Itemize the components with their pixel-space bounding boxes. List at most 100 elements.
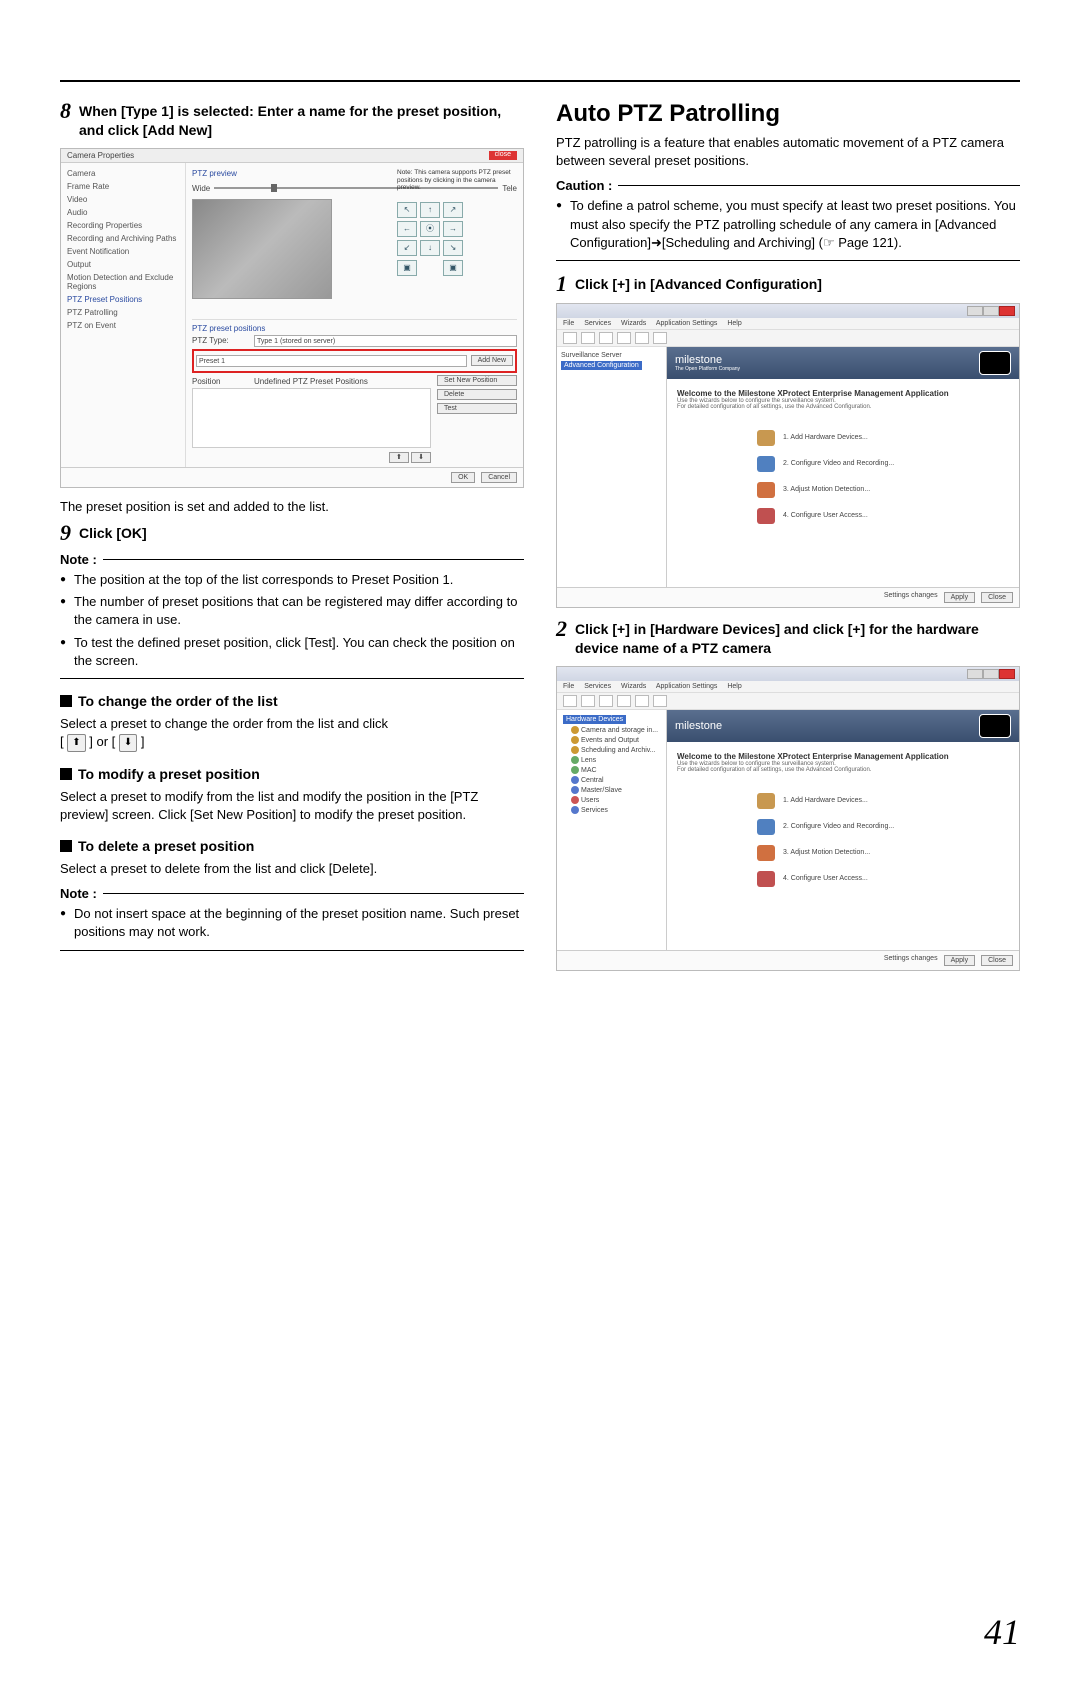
minimize-icon (967, 306, 983, 316)
wizard-action: 3. Adjust Motion Detection... (757, 845, 1009, 861)
ptz-up-left-icon: ↖ (397, 202, 417, 218)
footer-label: Settings changes (884, 592, 938, 603)
right-column: Auto PTZ Patrolling PTZ patrolling is a … (556, 100, 1020, 1653)
close-button: Close (981, 592, 1013, 603)
ptz-right-icon: → (443, 221, 463, 237)
note2-list: Do not insert space at the beginning of … (60, 905, 524, 941)
delete-button: Delete (437, 389, 517, 400)
toolbar-icon (653, 332, 667, 344)
configure-video-icon (757, 456, 775, 472)
tree-item: Events and Output (561, 735, 662, 745)
divider (556, 260, 1020, 261)
window-controls (967, 306, 1015, 316)
modify-preset-text: Select a preset to modify from the list … (60, 788, 524, 824)
content-area: Welcome to the Milestone XProtect Enterp… (667, 379, 1019, 544)
close-button: Close (981, 955, 1013, 966)
ok-button: OK (451, 472, 475, 483)
divider (60, 950, 524, 951)
menu-item: Services (584, 683, 611, 690)
positions-list-area: Position Undefined PTZ Preset Positions … (192, 375, 517, 461)
management-app-screenshot-2: File Services Wizards Application Settin… (556, 666, 1020, 971)
wizard-action: 3. Adjust Motion Detection... (757, 482, 1009, 498)
maximize-icon (983, 306, 999, 316)
add-new-button: Add New (471, 355, 513, 366)
caution-list: To define a patrol scheme, you must spec… (556, 197, 1020, 252)
window-controls (967, 669, 1015, 679)
folder-icon (571, 776, 579, 784)
menu-item: Wizards (621, 320, 646, 327)
menu-item: Help (727, 320, 741, 327)
step-8: 8 When [Type 1] is selected: Enter a nam… (60, 100, 524, 140)
sidebar-item: Video (67, 193, 179, 206)
step-8-text: When [Type 1] is selected: Enter a name … (79, 100, 524, 140)
tree-item-selected: Advanced Configuration (561, 360, 662, 371)
two-column-layout: 8 When [Type 1] is selected: Enter a nam… (60, 100, 1020, 1653)
app-body: Surveillance Server Advanced Configurati… (557, 347, 1019, 587)
position-col-label: Position (192, 377, 250, 386)
wide-label: Wide (192, 184, 210, 193)
welcome-subtitle: Use the wizards below to configure the s… (677, 761, 1009, 773)
toolbar-icon (653, 695, 667, 707)
app-footer: Settings changes Apply Close (557, 587, 1019, 607)
sidebar-item: Recording and Archiving Paths (67, 232, 179, 245)
delete-preset-text: Select a preset to delete from the list … (60, 860, 524, 878)
ptz-type-select: Type 1 (stored on server) (254, 335, 517, 347)
test-button: Test (437, 403, 517, 414)
wizard-action: 2. Configure Video and Recording... (757, 456, 1009, 472)
sidebar-item: Audio (67, 206, 179, 219)
step-2: 2 Click [+] in [Hardware Devices] and cl… (556, 618, 1020, 658)
modify-preset-header: To modify a preset position (60, 766, 524, 782)
dialog-main: PTZ preview Wide Tele Note: This camera … (186, 163, 523, 467)
preset-positions-section: PTZ preset positions PTZ Type: Type 1 (s… (192, 319, 517, 461)
list-header: Position Undefined PTZ Preset Positions (192, 377, 431, 386)
dialog-title: Camera Properties (67, 151, 134, 160)
sidebar-item: Camera (67, 167, 179, 180)
caution-item: To define a patrol scheme, you must spec… (556, 197, 1020, 252)
note-item: The number of preset positions that can … (60, 593, 524, 629)
sidebar-item: Motion Detection and Exclude Regions (67, 271, 179, 293)
tree-item: MAC (561, 765, 662, 775)
menubar: File Services Wizards Application Settin… (557, 318, 1019, 330)
wizard-action: 1. Add Hardware Devices... (757, 793, 1009, 809)
add-hardware-icon (757, 430, 775, 446)
wizard-action: 4. Configure User Access... (757, 508, 1009, 524)
up-arrow-icon: ⬆ (67, 734, 85, 752)
move-up-icon: ⬆ (389, 452, 409, 463)
menu-item: Wizards (621, 683, 646, 690)
left-column: 8 When [Type 1] is selected: Enter a nam… (60, 100, 524, 1653)
ptz-up-icon: ↑ (420, 202, 440, 218)
note-item: To test the defined preset position, cli… (60, 634, 524, 670)
toolbar (557, 693, 1019, 710)
folder-icon (571, 726, 579, 734)
dialog-body: Camera Frame Rate Video Audio Recording … (61, 163, 523, 467)
apply-button: Apply (944, 955, 976, 966)
list-buttons: Set New Position Delete Test (437, 375, 517, 461)
close-icon: close (489, 151, 517, 160)
main-panel: milestone Welcome to the Milestone XProt… (667, 710, 1019, 950)
ptz-controls-2: ▣ ▣ (397, 260, 517, 276)
maximize-icon (983, 669, 999, 679)
menu-item: File (563, 683, 574, 690)
ptz-type-row: PTZ Type: Type 1 (stored on server) (192, 335, 517, 347)
user-access-icon (757, 508, 775, 524)
ptz-controls: ↖ ↑ ↗ ← ⦿ → ↙ ↓ ↘ (397, 202, 517, 256)
step-2-text: Click [+] in [Hardware Devices] and clic… (575, 618, 1020, 658)
welcome-title: Welcome to the Milestone XProtect Enterp… (677, 752, 1009, 761)
minimize-icon (967, 669, 983, 679)
management-app-screenshot-1: File Services Wizards Application Settin… (556, 303, 1020, 608)
change-order-header: To change the order of the list (60, 693, 524, 709)
preset-input-row: Preset 1 Add New (196, 355, 513, 367)
banner: milestone (667, 710, 1019, 742)
tree-item: Surveillance Server (561, 351, 662, 360)
banner-brand: milestone The Open Platform Company (675, 354, 740, 372)
menu-item: Services (584, 320, 611, 327)
sidebar-item: Output (67, 258, 179, 271)
preview-right-panel: Note: This camera supports PTZ preset po… (397, 169, 517, 280)
sidebar-item: Recording Properties (67, 219, 179, 232)
sidebar-item: Frame Rate (67, 180, 179, 193)
dialog-sidebar: Camera Frame Rate Video Audio Recording … (61, 163, 186, 467)
menu-item: Help (727, 683, 741, 690)
toolbar-icon (635, 332, 649, 344)
move-down-icon: ⬇ (411, 452, 431, 463)
window-titlebar (557, 304, 1019, 318)
